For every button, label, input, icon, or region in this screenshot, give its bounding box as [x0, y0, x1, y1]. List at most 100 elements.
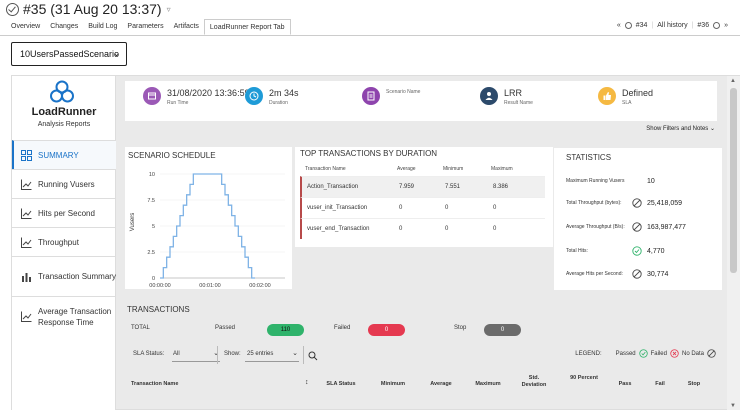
failed-label: Failed: [334, 325, 351, 331]
nav-item-transaction-summary[interactable]: Transaction Summary: [12, 256, 116, 296]
x-tick-label: 00:00:00: [149, 283, 170, 289]
prev-build-status-icon: [624, 22, 632, 29]
nav-item-label: Running Vusers: [38, 179, 95, 189]
nav-item-label: Transaction Summary: [38, 272, 116, 281]
scenario-select[interactable]: 10UsersPassedScenario ⌄: [11, 42, 127, 66]
kpi-scenario: Scenario Name: [362, 87, 420, 105]
col-sla-status[interactable]: SLA Status: [326, 381, 356, 387]
grid-icon: [21, 149, 32, 161]
col-average[interactable]: Average: [430, 381, 452, 387]
y-tick-label: 0: [152, 276, 155, 282]
tx-max: 0: [493, 226, 497, 232]
status-legend: LEGEND: Passed Failed No Data: [575, 349, 716, 358]
stat-label: Average Throughput (B/s):: [566, 224, 625, 230]
next-build-chevron-icon[interactable]: »: [724, 22, 728, 29]
kpi-duration: 2m 34s Duration: [245, 87, 299, 106]
nav-item-throughput[interactable]: Throughput: [12, 227, 116, 256]
transactions-table-header: Transaction Name ↕ SLA Status Minimum Av…: [125, 369, 722, 399]
top-transactions-card: TOP TRANSACTIONS BY DURATION Transaction…: [295, 147, 553, 247]
bar-chart-icon: [22, 273, 31, 282]
tab-artifacts[interactable]: Artifacts: [173, 23, 199, 30]
col-fail[interactable]: Fail: [655, 381, 665, 387]
next-build-link[interactable]: #36: [697, 22, 710, 29]
col-minimum: Minimum: [443, 166, 464, 172]
table-row[interactable]: vuser_init_Transaction 0 0 0: [300, 197, 545, 218]
loadrunner-logo-icon: [50, 80, 74, 103]
y-tick-label: 10: [149, 172, 155, 178]
col-pass[interactable]: Pass: [618, 381, 632, 387]
tab-parameters[interactable]: Parameters: [127, 23, 164, 30]
col-90-percent[interactable]: 90 Percent: [570, 375, 598, 381]
top-transactions-table: Transaction Name Average Minimum Maximum…: [300, 166, 545, 239]
col-transaction-name[interactable]: Transaction Name: [131, 381, 179, 387]
col-maximum[interactable]: Maximum: [475, 381, 501, 387]
transactions-filter-bar: SLA Status: All ⌄ Show: 25 entries ⌄ LEG…: [125, 344, 722, 368]
build-menu-chevron-icon[interactable]: ▿: [166, 4, 171, 14]
tab-build-log[interactable]: Build Log: [88, 23, 118, 30]
sort-icon[interactable]: ↕: [305, 379, 309, 386]
nav-item-running-vusers[interactable]: Running Vusers: [12, 169, 116, 198]
chevron-down-icon: ⌄: [709, 126, 715, 132]
chevron-down-icon: ⌄: [113, 49, 120, 58]
brand-subtitle: Analysis Reports: [37, 121, 91, 128]
stat-max-vusers: Maximum Running Vusers 10: [566, 176, 716, 186]
tx-name: vuser_end_Transaction: [307, 226, 370, 232]
entries-select[interactable]: 25 entries ⌄: [245, 348, 299, 362]
run-time-label: Run Time: [167, 100, 189, 106]
prev-build-link[interactable]: #34: [635, 22, 648, 29]
next-build-status-icon: [713, 22, 721, 29]
no-data-icon: [707, 349, 716, 358]
scenario-name-label: Scenario Name: [386, 89, 421, 95]
nav-item-label: Average Transaction Response Time: [38, 306, 112, 327]
search-icon[interactable]: [308, 351, 318, 361]
report-content: 31/08/2020 13:36:59 Run Time 2m 34s Dura…: [117, 76, 727, 410]
show-filters-link[interactable]: Show Filters and Notes ⌄: [646, 125, 715, 132]
failed-icon: [670, 349, 679, 358]
duration-label: Duration: [269, 100, 288, 106]
tx-min: 7.551: [445, 184, 461, 190]
tx-name: Action_Transaction: [307, 184, 359, 190]
calendar-icon: [143, 87, 161, 105]
nav-item-label: SUMMARY: [38, 150, 79, 160]
scenario-schedule-card: SCENARIO SCHEDULE Vusers 0 2.5 5 7.5 10 00:00…: [125, 147, 292, 289]
tab-overview[interactable]: Overview: [11, 23, 41, 30]
sla-status-select[interactable]: All ⌄: [172, 348, 220, 362]
x-tick-label: 00:02:00: [249, 283, 270, 289]
nav-item-label: Throughput: [38, 237, 79, 247]
scrollbar-thumb[interactable]: [730, 88, 737, 273]
tab-changes[interactable]: Changes: [50, 23, 79, 30]
col-average: Average: [397, 166, 416, 172]
nav-item-avg-response-time[interactable]: Average Transaction Response Time: [12, 296, 116, 336]
col-minimum[interactable]: Minimum: [380, 381, 406, 387]
build-header: #35 (31 Aug 20 13:37) ▿ Overview Changes…: [0, 0, 740, 40]
vusers-series-line: [160, 173, 255, 279]
nav-item-label: Hits per Second: [38, 208, 95, 218]
tabs-divider: [0, 35, 740, 36]
table-row[interactable]: vuser_end_Transaction 0 0 0: [300, 218, 545, 239]
table-row[interactable]: Action_Transaction 7.959 7.551 8.386: [300, 176, 545, 197]
nav-separator: |: [651, 22, 654, 29]
chevron-down-icon: ⌄: [292, 350, 298, 357]
y-axis-label: Vusers: [130, 213, 136, 231]
scroll-down-icon[interactable]: ▼: [730, 403, 736, 409]
no-data-icon: [632, 222, 642, 232]
top-transactions-title: TOP TRANSACTIONS BY DURATION: [300, 149, 438, 158]
report-frame: LoadRunner Analysis Reports SUMMARY Runn…: [11, 75, 740, 410]
nav-item-hits-per-second[interactable]: Hits per Second: [12, 198, 116, 227]
show-label: Show:: [224, 351, 241, 357]
col-std-deviation[interactable]: Std. Deviation: [521, 375, 547, 388]
nav-separator: |: [691, 22, 694, 29]
filter-divider: [217, 346, 218, 364]
duration-value: 2m 34s: [269, 88, 299, 98]
nav-item-summary[interactable]: SUMMARY: [12, 140, 116, 169]
all-history-link[interactable]: All history: [657, 22, 688, 29]
col-stop[interactable]: Stop: [687, 381, 701, 387]
tab-loadrunner-report[interactable]: LoadRunner Report Tab: [203, 19, 291, 35]
y-tick-label: 5: [152, 224, 155, 230]
content-scrollbar[interactable]: ▲ ▼: [727, 76, 740, 410]
legend-failed-label: Failed: [650, 350, 667, 357]
sla-value: Defined: [622, 88, 654, 98]
stop-label: Stop: [454, 325, 467, 331]
prev-build-chevron-icon[interactable]: «: [616, 22, 621, 29]
scroll-up-icon[interactable]: ▲: [730, 78, 736, 84]
